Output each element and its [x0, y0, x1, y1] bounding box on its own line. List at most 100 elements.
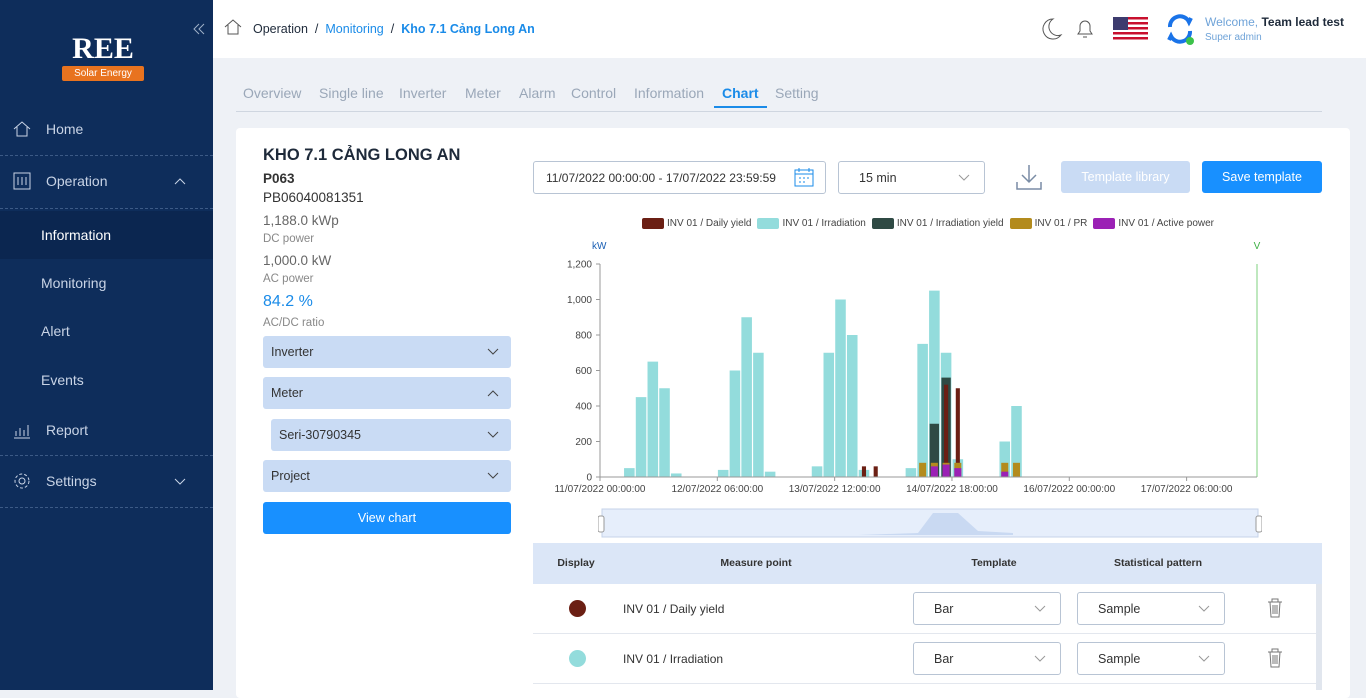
- legend-swatch: [1093, 218, 1116, 229]
- pattern-select[interactable]: Sample: [1077, 592, 1225, 625]
- interval: 15 min: [859, 170, 897, 185]
- bar: [905, 468, 917, 477]
- tab[interactable]: Control: [571, 85, 617, 101]
- template-select[interactable]: Bar: [913, 642, 1061, 675]
- dropdown-inverter[interactable]: Inverter: [263, 336, 511, 368]
- tab[interactable]: Chart: [714, 85, 767, 108]
- legend-item[interactable]: INV 01 / Active power: [1093, 218, 1214, 229]
- menu-label: Alert: [41, 323, 70, 339]
- template-library-button[interactable]: Template library: [1061, 161, 1190, 193]
- y-tick-label: 800: [575, 331, 592, 342]
- date-range-input[interactable]: 11/07/2022 00:00:00 - 17/07/2022 23:59:5…: [533, 161, 826, 194]
- dropdown-label: Inverter: [271, 345, 314, 359]
- breadcrumb: Operation / Monitoring / Kho 7.1 Cảng Lo…: [253, 22, 535, 36]
- menu-operation[interactable]: Operation: [0, 157, 213, 205]
- dropdown-project[interactable]: Project: [263, 460, 511, 492]
- user-name: Team lead test: [1261, 15, 1344, 29]
- dark-mode-icon[interactable]: [1039, 16, 1063, 42]
- menu-report[interactable]: Report: [0, 406, 213, 454]
- chevron: [487, 390, 499, 397]
- divider: [0, 155, 213, 156]
- template-value: Bar: [934, 651, 954, 666]
- save-template-button[interactable]: Save template: [1202, 161, 1322, 193]
- chevron: [487, 348, 499, 355]
- column-header: Template: [971, 557, 1017, 569]
- bar: [861, 466, 867, 477]
- bar: [1012, 462, 1021, 477]
- divider: [0, 455, 213, 456]
- crumb[interactable]: Monitoring: [325, 22, 384, 36]
- user-role: Super admin: [1205, 32, 1262, 43]
- pattern-value: Sample: [1098, 651, 1141, 666]
- x-tick-label: 12/07/2022 06:00:00: [671, 484, 763, 495]
- tab[interactable]: Information: [634, 85, 705, 101]
- scrollbar: [1316, 584, 1322, 690]
- tab[interactable]: Setting: [775, 85, 819, 101]
- logo: REE Solar Energy: [62, 32, 144, 86]
- delete-icon[interactable]: [1266, 647, 1284, 669]
- tab[interactable]: Single line: [319, 85, 384, 101]
- menu-information[interactable]: Information: [0, 211, 213, 259]
- bar: [846, 335, 858, 477]
- date-range: 11/07/2022 00:00:00 - 17/07/2022 23:59:5…: [546, 171, 776, 185]
- template-select[interactable]: Bar: [913, 592, 1061, 625]
- flag-icon[interactable]: [1113, 17, 1148, 41]
- collapse-icon[interactable]: [192, 22, 206, 36]
- crumb[interactable]: Operation: [253, 22, 308, 36]
- x-tick-label: 11/07/2022 00:00:00: [554, 484, 645, 495]
- y-tick-label: 600: [575, 366, 592, 377]
- measure-point: INV 01 / Irradiation: [623, 652, 724, 666]
- crumb: Kho 7.1 Cảng Long An: [401, 22, 535, 36]
- bar: [624, 468, 635, 477]
- view-chart-button[interactable]: View chart: [263, 502, 511, 534]
- chevron: [174, 178, 186, 185]
- bar: [944, 384, 949, 477]
- home-icon[interactable]: [223, 18, 243, 36]
- bar: [647, 361, 659, 477]
- tab[interactable]: Inverter: [399, 85, 447, 101]
- logo-brand: REE: [72, 32, 134, 65]
- welcome-text: Welcome,: [1205, 15, 1259, 29]
- bell-icon[interactable]: [1073, 16, 1097, 42]
- bar: [919, 462, 927, 477]
- chevron: [487, 431, 499, 438]
- tab[interactable]: Meter: [465, 85, 501, 101]
- dropdown-meter[interactable]: Meter: [263, 377, 511, 409]
- legend: INV 01 / Daily yield INV 01 / Irradiation…: [533, 218, 1323, 229]
- legend-item[interactable]: INV 01 / PR: [1009, 218, 1087, 229]
- bar: [942, 464, 950, 477]
- legend-item[interactable]: INV 01 / Irradiation yield: [871, 218, 1004, 229]
- ratio-value: 84.2 %: [263, 293, 313, 310]
- x-tick-label: 14/07/2022 18:00:00: [906, 484, 998, 495]
- legend-item[interactable]: INV 01 / Irradiation: [757, 218, 866, 229]
- dropdown-label: Seri-30790345: [279, 428, 362, 442]
- avatar-icon[interactable]: [1165, 12, 1195, 46]
- download-icon[interactable]: [1014, 162, 1044, 192]
- calendar-icon[interactable]: [793, 166, 815, 188]
- icon: [13, 172, 31, 190]
- menu-settings[interactable]: Settings: [0, 457, 213, 505]
- x-tick-label: 16/07/2022 00:00:00: [1023, 484, 1115, 495]
- menu-home[interactable]: Home: [0, 105, 213, 153]
- bar: [835, 299, 846, 477]
- chevron: [958, 174, 970, 181]
- tab[interactable]: Overview: [243, 85, 302, 101]
- tab[interactable]: Alarm: [519, 85, 556, 101]
- bar: [1001, 471, 1009, 477]
- delete-icon[interactable]: [1266, 597, 1284, 619]
- menu-alert[interactable]: Alert: [0, 307, 213, 355]
- color-dot: [569, 650, 586, 667]
- chevron: [1198, 655, 1210, 662]
- interval-select[interactable]: 15 min: [838, 161, 985, 194]
- menu-events[interactable]: Events: [0, 356, 213, 404]
- dropdown-seri[interactable]: Seri-30790345: [271, 419, 511, 451]
- chevron: [174, 478, 186, 485]
- dropdown-label: Project: [271, 469, 310, 483]
- legend-item[interactable]: INV 01 / Daily yield: [642, 218, 751, 229]
- range-slider[interactable]: [598, 507, 1262, 539]
- menu-monitoring[interactable]: Monitoring: [0, 259, 213, 307]
- pattern-select[interactable]: Sample: [1077, 642, 1225, 675]
- y-tick-label: 1,200: [567, 260, 592, 271]
- station-title: KHO 7.1 CẢNG LONG AN: [263, 146, 461, 164]
- x-tick-label: 13/07/2022 12:00:00: [789, 484, 881, 495]
